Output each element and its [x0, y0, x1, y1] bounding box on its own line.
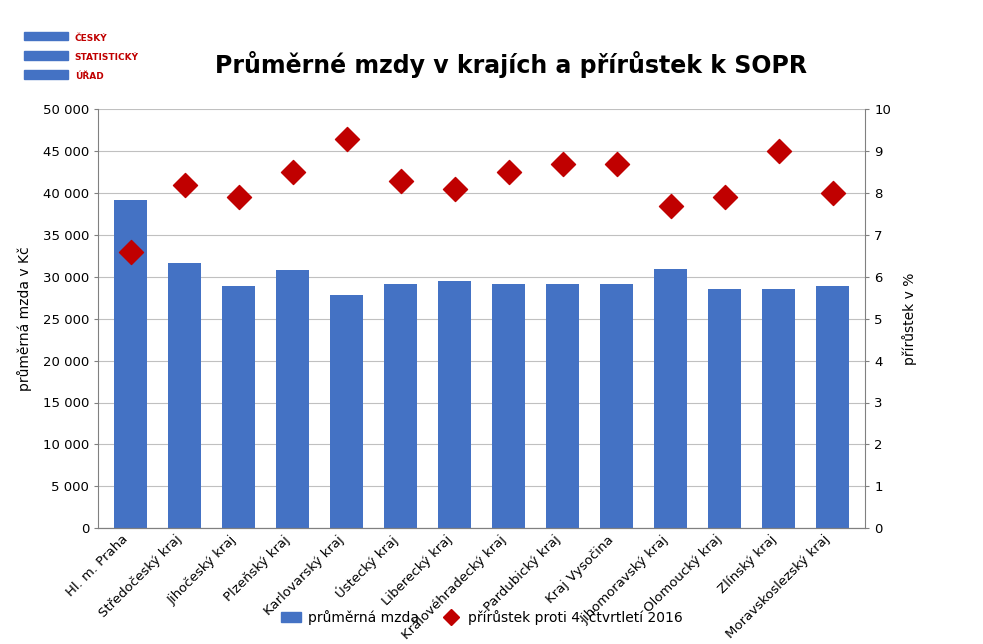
přírůstek proti 4. čtvrtletí 2016 [717, 192, 732, 202]
Bar [114, 200, 146, 528]
Bar [655, 269, 687, 528]
přírůstek proti 4. čtvrtletí 2016 [123, 247, 139, 257]
přírůstek proti 4. čtvrtletí 2016 [231, 192, 247, 202]
přírůstek proti 4. čtvrtletí 2016 [663, 200, 678, 211]
přírůstek proti 4. čtvrtletí 2016 [285, 167, 301, 177]
přírůstek proti 4. čtvrtletí 2016 [554, 158, 570, 169]
Legend: průměrná mzda, přírůstek proti 4. čtvrtletí 2016: průměrná mzda, přírůstek proti 4. čtvrtl… [275, 605, 688, 630]
Bar [222, 286, 255, 528]
Bar [24, 70, 68, 79]
Text: STATISTICKÝ: STATISTICKÝ [75, 53, 139, 62]
Y-axis label: průměrná mzda v Kč: průměrná mzda v Kč [17, 247, 31, 391]
Bar [24, 51, 68, 59]
Bar [330, 296, 363, 528]
Y-axis label: přírůstek v %: přírůstek v % [902, 272, 917, 365]
přírůstek proti 4. čtvrtletí 2016 [393, 175, 409, 185]
přírůstek proti 4. čtvrtletí 2016 [500, 167, 516, 177]
přírůstek proti 4. čtvrtletí 2016 [825, 188, 840, 198]
Text: ČESKÝ: ČESKÝ [75, 34, 107, 43]
Text: Průměrné mzdy v krajích a přírůstek k SOPR: Průměrné mzdy v krajích a přírůstek k SO… [215, 51, 807, 78]
Bar [168, 263, 201, 528]
přírůstek proti 4. čtvrtletí 2016 [771, 146, 786, 156]
Bar [763, 289, 795, 528]
Bar [384, 283, 417, 528]
Text: ÚŘAD: ÚŘAD [75, 72, 103, 81]
Bar [601, 285, 633, 528]
Bar [547, 283, 579, 528]
Bar [817, 286, 849, 528]
Bar [276, 270, 309, 528]
Bar [709, 289, 741, 528]
Bar [438, 281, 471, 528]
přírůstek proti 4. čtvrtletí 2016 [608, 158, 624, 169]
Bar [24, 32, 68, 41]
přírůstek proti 4. čtvrtletí 2016 [447, 184, 463, 194]
přírůstek proti 4. čtvrtletí 2016 [177, 180, 193, 190]
Bar [492, 283, 525, 528]
přírůstek proti 4. čtvrtletí 2016 [339, 133, 355, 144]
